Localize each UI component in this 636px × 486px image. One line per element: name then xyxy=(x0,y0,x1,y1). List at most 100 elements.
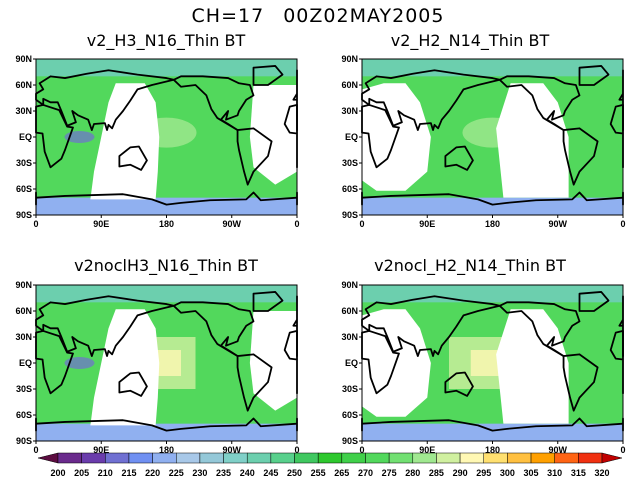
colorbar-over-triangle xyxy=(601,452,623,464)
swath-gap xyxy=(249,85,297,185)
coastline-eurasia xyxy=(35,69,175,131)
colorbar-box xyxy=(246,452,272,464)
lon-label: 90W xyxy=(222,445,241,455)
lon-label: 0 xyxy=(620,219,625,229)
lat-label: 90S xyxy=(16,210,32,220)
lat-label: 60N xyxy=(15,80,32,90)
colorbar-box xyxy=(81,452,106,464)
colorbar-label: 220 xyxy=(145,468,160,478)
lat-label: 60S xyxy=(342,184,358,194)
lon-label: 0 xyxy=(33,219,38,229)
bt-field-polar-south xyxy=(36,197,297,215)
coastline-eurasia xyxy=(361,69,501,131)
coastline-greenland xyxy=(578,65,610,86)
colorbar-label: 205 xyxy=(74,468,89,478)
lon-label: 180 xyxy=(485,445,500,455)
lat-label: 90S xyxy=(342,210,358,220)
colorbar-box xyxy=(223,452,248,464)
lon-label: 90E xyxy=(419,219,435,229)
lon-label: 0 xyxy=(294,219,299,229)
lat-label: 90S xyxy=(342,436,358,446)
colorbar-box xyxy=(459,452,484,464)
coastline-namerica xyxy=(172,301,255,357)
colorbar-under-triangle xyxy=(37,452,59,464)
panel-title: v2_H3_N16_Thin BT xyxy=(86,31,246,50)
lat-label: 90N xyxy=(341,280,358,290)
lat-label: 30N xyxy=(15,106,32,116)
lat-label: 60S xyxy=(16,184,32,194)
coastline-namerica xyxy=(498,75,581,131)
coastline-australia xyxy=(118,145,148,171)
lon-label: 90E xyxy=(419,445,435,455)
lat-label: 30N xyxy=(341,332,358,342)
colorbar-label: 265 xyxy=(334,468,349,478)
figure-title: CH=17 00Z02MAY2005 xyxy=(191,5,445,27)
lat-label: 30S xyxy=(342,384,358,394)
colorbar: 200 205 210 215 220 225 230 235 240 245 250 255 265 2… xyxy=(37,452,623,478)
colorbar-label: 315 xyxy=(571,468,586,478)
colorbar-box xyxy=(317,452,343,464)
lon-label: 0 xyxy=(359,445,364,455)
colorbar-label: 210 xyxy=(98,468,113,478)
coastline-namerica xyxy=(498,301,581,357)
colorbar-box xyxy=(199,452,224,464)
colorbar-label: 235 xyxy=(216,468,231,478)
colorbar-box xyxy=(105,452,130,464)
cold-cloud-region xyxy=(64,357,95,369)
lon-label: 180 xyxy=(485,219,500,229)
colorbar-box xyxy=(483,452,508,464)
coastline-samerica xyxy=(562,353,599,412)
colorbar-box xyxy=(270,452,295,464)
lon-label: 90W xyxy=(548,445,567,455)
colorbar-label: 270 xyxy=(358,468,373,478)
coastline-samerica xyxy=(236,127,273,186)
colorbar-label: 280 xyxy=(405,468,420,478)
colorbar-box xyxy=(341,452,366,464)
colorbar-label: 215 xyxy=(121,468,136,478)
colorbar-label: 285 xyxy=(429,468,444,478)
lat-label: EQ xyxy=(19,358,32,368)
swath-gap xyxy=(496,83,569,198)
coastline-eurasia xyxy=(361,295,501,357)
lon-label: 180 xyxy=(159,445,174,455)
colorbar-box xyxy=(388,452,414,464)
lat-label: 30S xyxy=(16,158,32,168)
swath-gap xyxy=(90,83,160,200)
lon-label: 90E xyxy=(93,445,109,455)
lat-label: 30N xyxy=(15,332,32,342)
swath-gap xyxy=(496,309,569,424)
colorbar-box xyxy=(436,452,461,464)
coastline-australia xyxy=(444,371,474,397)
colorbar-box xyxy=(176,452,201,464)
coastline-antarctica xyxy=(35,191,298,206)
lat-label: 90N xyxy=(15,54,32,64)
colorbar-box xyxy=(152,452,177,464)
bt-field-polar-south xyxy=(362,197,623,215)
colorbar-label: 250 xyxy=(287,468,302,478)
swath-gap xyxy=(90,309,160,426)
lon-label: 90E xyxy=(93,219,109,229)
lon-label: 0 xyxy=(620,445,625,455)
coastline-greenland xyxy=(252,65,284,86)
colorbar-box xyxy=(57,452,82,464)
coastline-namerica xyxy=(172,75,255,131)
lat-label: 90N xyxy=(341,54,358,64)
coastline-samerica xyxy=(562,127,599,186)
colorbar-label: 320 xyxy=(594,468,609,478)
lon-label: 180 xyxy=(159,219,174,229)
colorbar-label: 295 xyxy=(476,468,491,478)
bt-field-polar-south xyxy=(36,423,297,441)
lat-label: 60N xyxy=(341,306,358,316)
colorbar-label: 300 xyxy=(500,468,515,478)
coastline-greenland xyxy=(252,291,284,312)
colorbar-box xyxy=(294,452,319,464)
colorbar-box xyxy=(530,452,555,464)
lon-label: 0 xyxy=(33,445,38,455)
lat-label: 60S xyxy=(16,410,32,420)
colorbar-box xyxy=(128,452,153,464)
colorbar-label: 200 xyxy=(50,468,65,478)
colorbar-box xyxy=(554,452,579,464)
lat-label: 30S xyxy=(342,158,358,168)
lat-label: 60N xyxy=(15,306,32,316)
